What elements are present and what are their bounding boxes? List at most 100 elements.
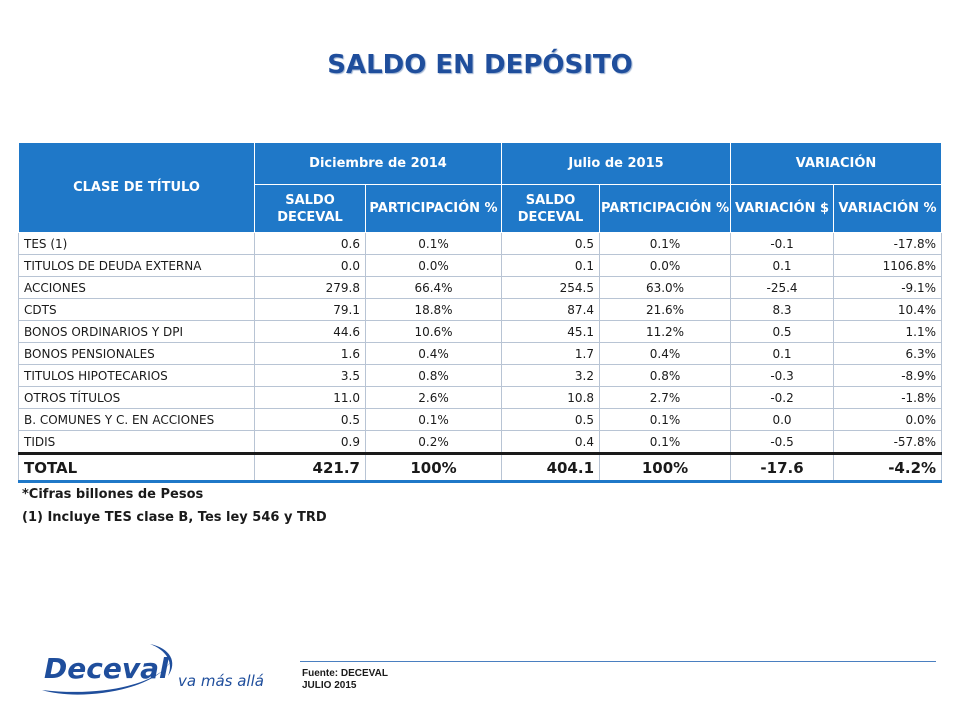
var-pct-cell: -17.8%	[833, 232, 943, 255]
note-incluye: (1) Incluye TES clase B, Tes ley 546 y T…	[22, 510, 327, 525]
var-abs-cell: 0.1	[730, 254, 835, 277]
part-jul-cell: 0.1%	[599, 430, 732, 454]
saldo-jul-cell: 87.4	[501, 298, 601, 321]
row-name: TES (1)	[18, 232, 255, 255]
deceval-swoosh-icon: Deceval va más allá	[42, 644, 264, 695]
header-saldo-deceval-dic: SALDO DECEVAL	[254, 184, 366, 233]
saldo-dic-cell: 11.0	[254, 386, 366, 409]
saldo-dic-cell: 1.6	[254, 342, 366, 365]
var-pct-cell: -9.1%	[833, 276, 943, 299]
saldo-jul-cell: 254.5	[501, 276, 601, 299]
header-variacion: VARIACIÓN	[730, 142, 943, 185]
var-abs-cell: -0.1	[730, 232, 835, 255]
saldo-dic-cell: 0.0	[254, 254, 366, 277]
saldo-jul-cell: 0.5	[501, 408, 601, 431]
var-pct-cell: 1106.8%	[833, 254, 943, 277]
var-pct-cell: -8.9%	[833, 364, 943, 387]
part-dic-cell: 0.1%	[364, 232, 503, 255]
part-jul-cell: 2.7%	[599, 386, 732, 409]
logo-brand: Deceval	[44, 652, 169, 685]
part-dic-cell: 66.4%	[364, 276, 503, 299]
table-row: TIDIS 0.9 0.2% 0.4 0.1% -0.5 -57.8%	[18, 430, 943, 454]
saldo-table: CLASE DE TÍTULO Diciembre de 2014 Julio …	[18, 142, 943, 483]
part-jul-cell: 0.4%	[599, 342, 732, 365]
total-saldo-dic: 421.7	[254, 452, 366, 483]
var-pct-cell: -57.8%	[833, 430, 943, 454]
var-abs-cell: 0.5	[730, 320, 835, 343]
table-row: OTROS TÍTULOS 11.0 2.6% 10.8 2.7% -0.2 -…	[18, 386, 943, 409]
total-saldo-jul: 404.1	[501, 452, 601, 483]
var-pct-cell: 1.1%	[833, 320, 943, 343]
part-dic-cell: 0.4%	[364, 342, 503, 365]
table-row: B. COMUNES Y C. EN ACCIONES 0.5 0.1% 0.5…	[18, 408, 943, 431]
part-dic-cell: 0.1%	[364, 408, 503, 431]
row-name: BONOS PENSIONALES	[18, 342, 255, 365]
saldo-dic-cell: 44.6	[254, 320, 366, 343]
saldo-jul-cell: 10.8	[501, 386, 601, 409]
part-dic-cell: 10.6%	[364, 320, 503, 343]
row-name: TIDIS	[18, 430, 255, 454]
row-name: B. COMUNES Y C. EN ACCIONES	[18, 408, 255, 431]
header-variacion-abs: VARIACIÓN $	[730, 184, 835, 233]
var-abs-cell: 0.0	[730, 408, 835, 431]
part-dic-cell: 0.0%	[364, 254, 503, 277]
row-name: TITULOS DE DEUDA EXTERNA	[18, 254, 255, 277]
total-var-pct: -4.2%	[833, 452, 943, 483]
var-abs-cell: -0.3	[730, 364, 835, 387]
saldo-jul-cell: 0.1	[501, 254, 601, 277]
saldo-jul-cell: 45.1	[501, 320, 601, 343]
footer-source: Fuente: DECEVAL JULIO 2015	[302, 668, 388, 692]
var-abs-cell: 0.1	[730, 342, 835, 365]
saldo-dic-cell: 279.8	[254, 276, 366, 299]
header-clase-titulo: CLASE DE TÍTULO	[18, 142, 255, 233]
total-part-jul: 100%	[599, 452, 732, 483]
note-cifras: *Cifras billones de Pesos	[22, 487, 204, 502]
table-row: BONOS ORDINARIOS Y DPI 44.6 10.6% 45.1 1…	[18, 320, 943, 343]
saldo-jul-cell: 3.2	[501, 364, 601, 387]
part-jul-cell: 21.6%	[599, 298, 732, 321]
row-name: ACCIONES	[18, 276, 255, 299]
saldo-jul-cell: 0.5	[501, 232, 601, 255]
part-dic-cell: 18.8%	[364, 298, 503, 321]
table-row: TITULOS DE DEUDA EXTERNA 0.0 0.0% 0.1 0.…	[18, 254, 943, 277]
var-abs-cell: 8.3	[730, 298, 835, 321]
part-jul-cell: 0.1%	[599, 408, 732, 431]
saldo-dic-cell: 0.5	[254, 408, 366, 431]
saldo-jul-cell: 0.4	[501, 430, 601, 454]
header-variacion-pct: VARIACIÓN %	[833, 184, 943, 233]
total-part-dic: 100%	[364, 452, 503, 483]
total-row: TOTAL 421.7 100% 404.1 100% -17.6 -4.2%	[18, 452, 943, 483]
notes: *Cifras billones de Pesos (1) Incluye TE…	[22, 487, 327, 533]
saldo-dic-cell: 0.6	[254, 232, 366, 255]
page-title: SALDO EN DEPÓSITO	[327, 50, 633, 80]
saldo-dic-cell: 3.5	[254, 364, 366, 387]
footer-divider	[300, 661, 936, 662]
var-abs-cell: -0.5	[730, 430, 835, 454]
var-pct-cell: 10.4%	[833, 298, 943, 321]
part-jul-cell: 0.0%	[599, 254, 732, 277]
var-pct-cell: 0.0%	[833, 408, 943, 431]
table-row: BONOS PENSIONALES 1.6 0.4% 1.7 0.4% 0.1 …	[18, 342, 943, 365]
saldo-dic-cell: 79.1	[254, 298, 366, 321]
header-diciembre-2014: Diciembre de 2014	[253, 142, 503, 185]
part-dic-cell: 0.8%	[364, 364, 503, 387]
header-saldo-deceval-jul: SALDO DECEVAL	[501, 184, 601, 233]
part-jul-cell: 63.0%	[599, 276, 732, 299]
table-row: TES (1) 0.6 0.1% 0.5 0.1% -0.1 -17.8%	[18, 232, 943, 255]
header-participacion-dic: PARTICIPACIÓN %	[364, 184, 503, 233]
var-abs-cell: -0.2	[730, 386, 835, 409]
table-row: ACCIONES 279.8 66.4% 254.5 63.0% -25.4 -…	[18, 276, 943, 299]
part-jul-cell: 11.2%	[599, 320, 732, 343]
saldo-dic-cell: 0.9	[254, 430, 366, 454]
saldo-jul-cell: 1.7	[501, 342, 601, 365]
table-row: CDTS 79.1 18.8% 87.4 21.6% 8.3 10.4%	[18, 298, 943, 321]
footer-fecha: JULIO 2015	[302, 680, 357, 691]
part-jul-cell: 0.1%	[599, 232, 732, 255]
var-pct-cell: 6.3%	[833, 342, 943, 365]
var-abs-cell: -25.4	[730, 276, 835, 299]
row-name: CDTS	[18, 298, 255, 321]
footer-fuente: Fuente: DECEVAL	[302, 668, 388, 679]
part-jul-cell: 0.8%	[599, 364, 732, 387]
header-participacion-jul: PARTICIPACIÓN %	[599, 184, 732, 233]
table-row: TITULOS HIPOTECARIOS 3.5 0.8% 3.2 0.8% -…	[18, 364, 943, 387]
